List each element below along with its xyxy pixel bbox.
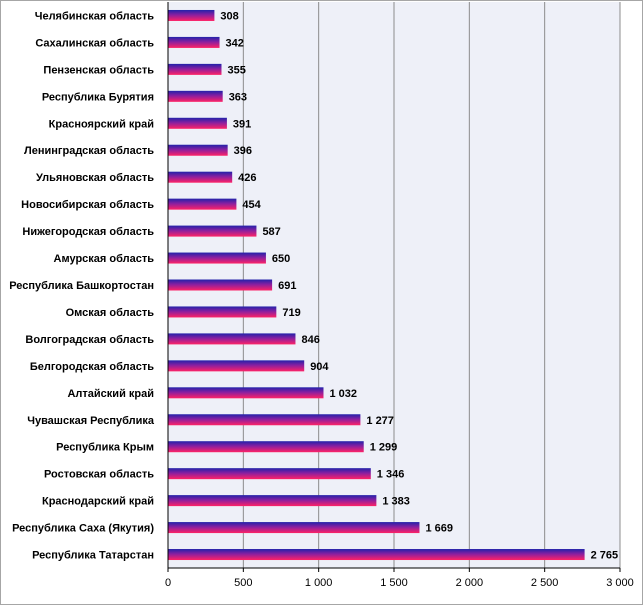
category-label: Красноярский край [49,118,154,130]
category-label: Нижегородская область [22,226,154,238]
bar [168,198,237,210]
bar [168,225,257,237]
x-tick-label: 2 500 [531,577,559,589]
category-label: Ульяновская область [36,172,154,184]
x-tick-label: 500 [234,577,252,589]
bar [168,36,220,48]
bar-value-label: 1 032 [329,388,357,400]
category-label: Алтайский край [67,388,154,400]
data-labels: 308 342 355 363 391 396 426 454 587 650 691 719 846 9… [220,10,618,561]
x-axis-ticks: 0 500 1 000 1 500 2 000 2 500 3 000 [165,2,634,589]
bar-value-label: 1 346 [377,469,405,481]
category-label: Челябинская область [35,10,155,22]
category-label: Сахалинская область [35,37,154,49]
x-tick-label: 1 000 [305,577,333,589]
category-label: Пензенская область [43,64,154,76]
bar-value-label: 1 277 [366,415,394,427]
bar [168,495,377,507]
bar-value-label: 355 [227,64,245,76]
category-label: Омская область [66,307,155,319]
bar-value-label: 650 [272,253,290,265]
bar-value-label: 719 [282,307,300,319]
bar [168,63,222,75]
bar [168,414,361,426]
category-label: Республика Саха (Якутия) [12,523,154,535]
x-tick-label: 3 000 [606,577,634,589]
bars [168,9,585,561]
gridlines [242,2,621,568]
bar [168,117,227,129]
category-label: Волгоградская область [25,334,154,346]
x-tick-label: 2 000 [456,577,484,589]
category-labels: Челябинская область Сахалинская область Пе… [9,10,155,561]
bar [168,333,296,345]
bar-value-label: 454 [242,199,261,211]
bar [168,144,228,156]
bar-value-label: 342 [226,37,244,49]
category-label: Чувашская Республика [27,415,155,427]
bar-value-label: 1 383 [382,496,410,508]
bar-value-label: 391 [233,118,251,130]
category-label: Ленинградская область [24,145,154,157]
category-label: Республика Бурятия [42,91,154,103]
bar [168,549,585,561]
bar-value-label: 363 [229,91,247,103]
bar [168,306,277,318]
bar [168,522,420,534]
bar [168,468,371,480]
category-label: Новосибирская область [21,199,154,211]
category-label: Ростовская область [44,469,154,481]
bar-value-label: 587 [262,226,280,238]
bar-value-label: 1 669 [425,523,453,535]
bar [168,279,273,291]
bar-value-label: 691 [278,280,296,292]
category-label: Амурская область [54,253,155,265]
category-label: Республика Башкортостан [9,280,154,292]
bar-value-label: 308 [220,10,238,22]
bar [168,171,233,183]
bar [168,90,223,102]
bar [168,387,324,399]
bar [168,360,305,372]
category-label: Белгородская область [30,361,154,373]
bar [168,252,266,264]
bar-value-label: 426 [238,172,256,184]
bar-value-label: 396 [234,145,252,157]
bar-value-label: 1 299 [370,442,398,454]
bar-value-label: 846 [301,334,319,346]
bar-value-label: 2 765 [591,550,619,562]
x-tick-label: 0 [165,577,171,589]
category-label: Республика Татарстан [32,550,154,562]
bar [168,9,215,21]
x-tick-label: 1 500 [380,577,408,589]
bar [168,441,364,453]
bar-value-label: 904 [310,361,329,373]
category-label: Краснодарский край [42,496,154,508]
category-label: Республика Крым [56,442,154,454]
